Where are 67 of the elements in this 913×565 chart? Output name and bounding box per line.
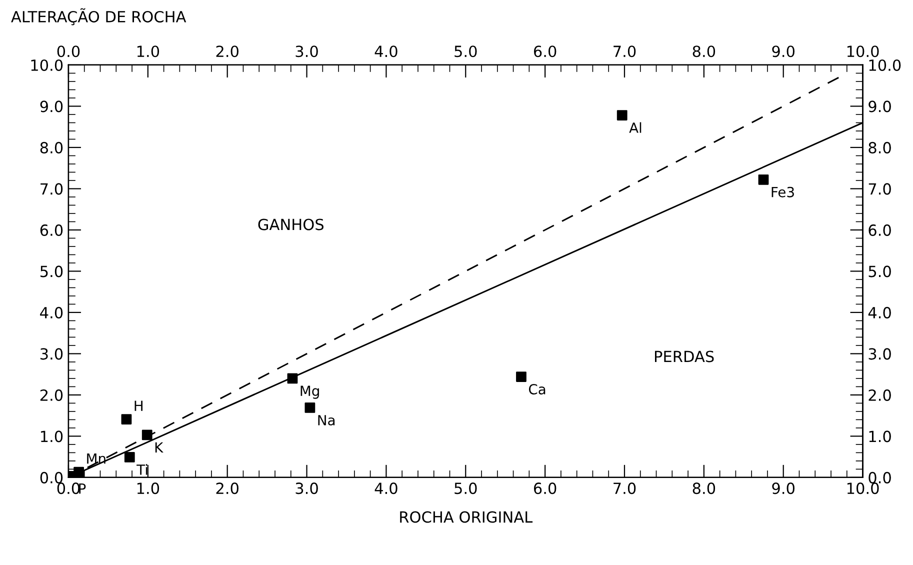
y-tick-label: 2.0 [40, 389, 63, 401]
point [124, 452, 135, 462]
y-tick-label: 1.0 [40, 430, 63, 442]
x-tick-label: 8.0 [692, 482, 716, 494]
y2-tick-label: 6.0 [868, 224, 891, 236]
point [516, 372, 526, 382]
x-tick-label: 7.0 [614, 482, 636, 494]
x2-tick-label: 2.0 [216, 46, 238, 58]
x-tick-label: 9.0 [772, 482, 794, 494]
x-tick-label: 3.0 [296, 482, 318, 494]
y-tick-label: 8.0 [40, 142, 63, 154]
y2-tick-label: 4.0 [868, 306, 891, 318]
point [287, 373, 298, 384]
annotation: PERDAS [655, 350, 714, 362]
x2-tick-label: 1.0 [137, 46, 160, 58]
y-tick-label: 7.0 [40, 183, 63, 195]
series-label: Ti [136, 464, 148, 475]
y-tick-label: 10.0 [31, 59, 63, 71]
x-axis-title: ROCHA ORIGINAL [400, 511, 533, 523]
series-label: Fe3 [772, 186, 794, 198]
x2-tick-label: 6.0 [534, 46, 556, 58]
y2-tick-label: 5.0 [868, 266, 891, 278]
annotation: GANHOS [258, 218, 324, 230]
x-tick-label: 5.0 [454, 482, 477, 494]
y2-tick-label: 3.0 [868, 348, 891, 360]
point [616, 110, 628, 120]
y-axis-title: ALTERAÇÃO DE ROCHA [11, 8, 186, 26]
y-tick-label: 0.0 [40, 472, 63, 484]
y-tick-label: 6.0 [40, 224, 63, 236]
x-tick-label: 4.0 [374, 482, 398, 494]
series-label: Mn [87, 453, 106, 464]
y2-tick-label: 10.0 [869, 59, 901, 71]
y2-tick-label: 0.0 [868, 472, 891, 484]
series-label: Na [318, 415, 335, 426]
x-tick-label: 10.0 [847, 482, 879, 494]
point [74, 466, 84, 478]
y2-tick-label: 9.0 [868, 100, 891, 112]
series-label: H [134, 400, 142, 411]
point [121, 414, 132, 424]
x2-tick-label: 3.0 [296, 46, 318, 58]
y2-tick-label: 2.0 [868, 389, 891, 401]
series-label: K [155, 442, 164, 452]
x2-tick-label: 10.0 [847, 46, 879, 58]
point [304, 402, 316, 413]
x-tick-label: 6.0 [534, 482, 556, 494]
y-tick-label: 5.0 [40, 266, 63, 278]
x2-tick-label: 7.0 [614, 46, 636, 58]
x-tick-label: 1.0 [137, 482, 160, 494]
y-tick-label: 4.0 [40, 306, 63, 318]
x2-tick-label: 8.0 [692, 46, 716, 58]
point [758, 174, 769, 185]
x2-tick-label: 9.0 [772, 46, 794, 58]
x2-tick-label: 4.0 [374, 46, 398, 58]
x-tick-label: 2.0 [216, 482, 238, 494]
series-label: Al [629, 122, 642, 133]
series-label: P [79, 484, 86, 494]
y-tick-label: 3.0 [40, 348, 63, 360]
y2-tick-label: 7.0 [868, 183, 891, 195]
x2-tick-label: 5.0 [454, 46, 477, 58]
series-label: Mg [300, 386, 319, 399]
point [142, 430, 152, 440]
y2-tick-label: 8.0 [868, 142, 891, 154]
y-tick-label: 9.0 [40, 100, 63, 112]
x-tick-label: 0.0 [57, 482, 80, 494]
x2-tick-label: 0.0 [57, 46, 80, 58]
y2-tick-label: 1.0 [869, 430, 891, 442]
series-label: Ca [528, 384, 546, 394]
